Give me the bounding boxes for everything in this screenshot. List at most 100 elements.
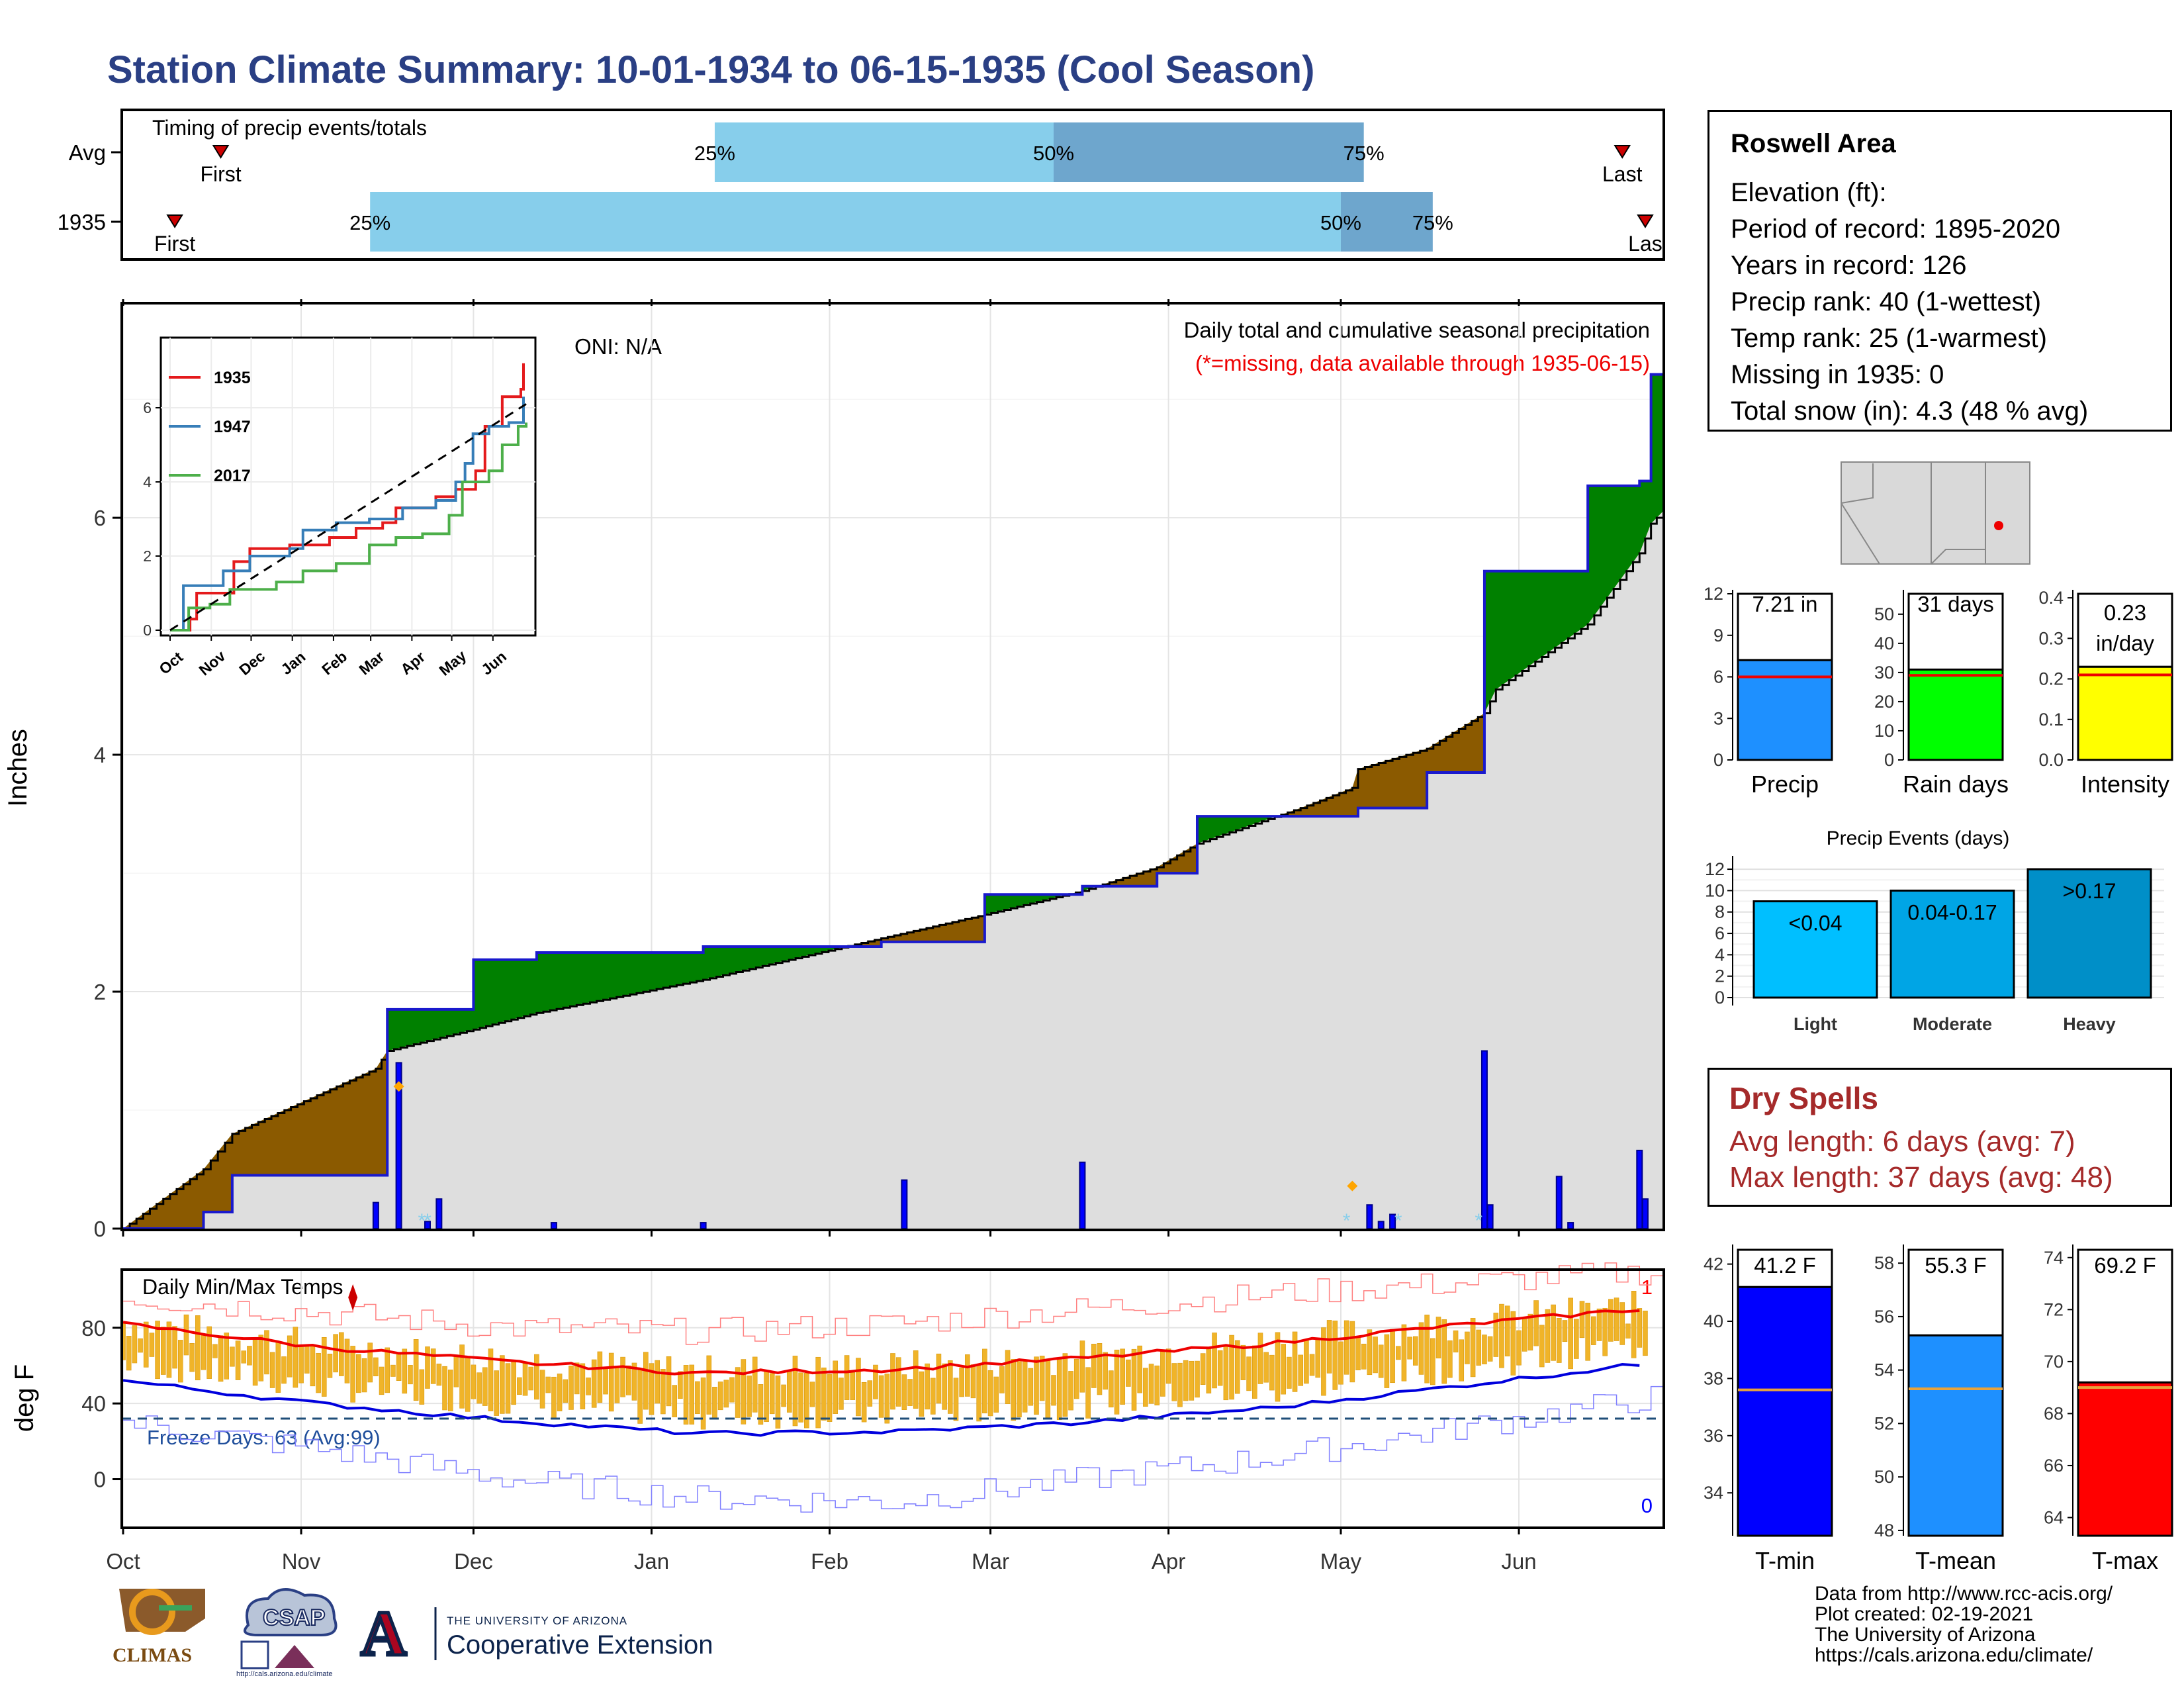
daily-temp-bar <box>574 1362 580 1395</box>
event-bar-moderate <box>1889 889 2015 999</box>
daily-temp-bar <box>563 1379 569 1403</box>
season-tick-label: 20 <box>1874 692 1894 712</box>
season-bar-frame-2 <box>2077 592 2173 668</box>
daily-temp-bar <box>235 1340 241 1380</box>
temp-panel: Daily Min/Max Temps deg F Freeze Days: 6… <box>10 1262 1665 1573</box>
period-of-record: Period of record: 1895-2020 <box>1731 214 2061 244</box>
daily-temp-bar <box>1103 1352 1108 1390</box>
snow-marker: * <box>1343 1210 1351 1232</box>
temp-bar-tick-label: 58 <box>1874 1253 1894 1273</box>
daily-temp-bar <box>505 1363 511 1414</box>
daily-temp-bar <box>982 1348 987 1414</box>
daily-temp-bar <box>660 1369 666 1415</box>
daily-temp-bar <box>132 1325 138 1364</box>
daily-temp-bar <box>1309 1354 1315 1376</box>
daily-precip-bar <box>1079 1161 1086 1230</box>
events-tick-label: 0 <box>1715 988 1725 1008</box>
event-bar-light <box>1752 900 1878 999</box>
daily-temp-bar <box>907 1379 913 1406</box>
daily-temp-bar <box>1068 1371 1073 1411</box>
daily-temp-bar <box>1401 1324 1407 1382</box>
precip-ytick-label: 6 <box>94 506 106 530</box>
timing-p25-label: 25% <box>349 211 390 234</box>
temp-bar-tick-label: 42 <box>1704 1254 1723 1274</box>
daily-temp-bar <box>827 1374 833 1422</box>
daily-temp-bar <box>672 1385 677 1417</box>
daily-temp-bar <box>1028 1368 1034 1406</box>
daily-temp-bar <box>333 1334 338 1373</box>
oni-label: ONI: N/A <box>574 334 662 359</box>
daily-temp-bar <box>143 1321 149 1368</box>
daily-temp-bar <box>1361 1343 1367 1370</box>
daily-temp-bar <box>649 1363 655 1415</box>
ua-logo[interactable]: A THE UNIVERSITY OF ARIZONA Cooperative … <box>357 1601 741 1667</box>
daily-temp-bar <box>1062 1353 1068 1417</box>
daily-temp-bar <box>293 1327 298 1388</box>
daily-temp-bar <box>1045 1358 1051 1418</box>
daily-temp-bar <box>953 1378 959 1421</box>
daily-temp-bar <box>959 1367 964 1397</box>
average-max-line <box>122 1309 1640 1376</box>
inset-xtick-label: Dec <box>236 647 268 679</box>
temp-bar-frame-1 <box>1907 1248 2004 1336</box>
daily-temp-bar <box>264 1330 269 1375</box>
temp-bar-tick-label: 34 <box>1704 1483 1723 1503</box>
daily-precip-bar <box>1641 1198 1649 1230</box>
daily-temp-bar <box>1551 1304 1556 1361</box>
season-tick-label: 0 <box>1884 750 1894 770</box>
daily-temp-bar <box>339 1332 344 1376</box>
daily-temp-bar <box>1504 1305 1510 1357</box>
daily-temp-bar <box>1263 1352 1269 1383</box>
record-marker <box>393 1081 404 1092</box>
daily-temp-bar <box>126 1336 132 1371</box>
daily-temp-bar <box>1039 1356 1045 1401</box>
missing-count: Missing in 1935: 0 <box>1731 360 1944 389</box>
daily-temp-bar <box>304 1346 310 1374</box>
daily-precip-bar <box>435 1198 443 1230</box>
daily-temp-bar <box>1373 1336 1378 1374</box>
daily-temp-bar <box>1298 1354 1304 1386</box>
daily-temp-bar <box>316 1352 321 1393</box>
daily-temp-bar <box>177 1340 183 1383</box>
season-bar-0 <box>1737 659 1833 761</box>
timing-first-marker <box>212 145 230 159</box>
daily-temp-bar <box>1390 1329 1395 1383</box>
season-tick-label: 0.3 <box>2038 628 2064 648</box>
temp-bar-tick-label: 74 <box>2044 1248 2064 1268</box>
daily-temp-bar <box>1315 1339 1321 1378</box>
daily-temp-bar <box>1143 1368 1148 1407</box>
daily-temp-bar <box>298 1345 304 1383</box>
daily-temp-bar <box>1574 1319 1579 1359</box>
season-bars: 0 3 6 9 12 7.21 in Precip 0 10 20 30 40 50 31 days Rai… <box>1704 584 2173 798</box>
record-low-line <box>123 1385 1662 1513</box>
season-tick-label: 12 <box>1704 584 1723 604</box>
daily-temp-bar <box>1085 1367 1091 1419</box>
temp-ytick-label: 80 <box>81 1316 106 1340</box>
timing-bar-25-50 <box>370 192 1341 252</box>
daily-temp-bar <box>678 1371 683 1399</box>
csap-logo[interactable]: CSAP http://cals.arizona.edu/climate <box>228 1579 354 1678</box>
temp-value-0: 41.2 F <box>1754 1253 1816 1278</box>
daily-precip-bar <box>901 1179 908 1229</box>
daily-temp-bar <box>878 1375 884 1418</box>
climas-logo[interactable]: CLIMAS <box>106 1579 225 1671</box>
daily-temp-bar <box>1619 1302 1625 1345</box>
daily-temp-bar <box>1148 1364 1154 1404</box>
daily-temp-bar <box>1120 1348 1125 1405</box>
daily-precip-bar <box>1555 1176 1563 1230</box>
daily-temp-bar <box>1384 1334 1390 1388</box>
season-tick-label: 0 <box>1713 750 1723 770</box>
daily-temp-bar <box>895 1357 901 1407</box>
precip-ytick-label: 2 <box>94 980 106 1004</box>
temp-bar-0 <box>1737 1286 1833 1537</box>
inset-legend-label: 1935 <box>214 369 251 387</box>
daily-temp-bar <box>586 1378 591 1395</box>
daily-temp-bar <box>258 1335 264 1382</box>
chart-title: Station Climate Summary: 10-01-1934 to 0… <box>107 48 1315 91</box>
daily-temp-bar <box>511 1361 516 1405</box>
temp-bar-tick-label: 64 <box>2044 1508 2064 1528</box>
daily-temp-bar <box>1545 1309 1551 1363</box>
daily-temp-bar <box>1223 1346 1229 1401</box>
daily-precip-bar <box>1486 1204 1494 1229</box>
